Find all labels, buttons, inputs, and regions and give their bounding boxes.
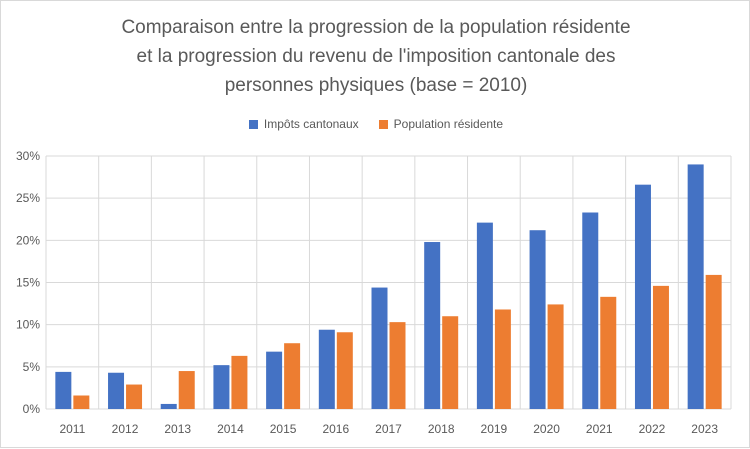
bar-population <box>547 304 564 409</box>
x-tick-label: 2021 <box>586 422 613 436</box>
legend-swatch-impots <box>248 119 258 129</box>
bar-population <box>73 395 90 409</box>
chart-title: Comparaison entre la progression de la p… <box>41 13 711 100</box>
bar-impots <box>529 230 546 409</box>
bar-impots <box>318 329 335 409</box>
legend-label-impots: Impôts cantonaux <box>263 117 359 131</box>
x-tick-label: 2022 <box>639 422 666 436</box>
bar-population <box>494 309 511 409</box>
bar-population <box>178 371 195 409</box>
x-tick-label: 2015 <box>270 422 297 436</box>
y-tick-label: 5% <box>23 360 41 374</box>
y-tick-label: 0% <box>23 402 41 416</box>
chart-title-line-3: personnes physiques (base = 2010) <box>224 75 528 96</box>
x-tick-label: 2012 <box>112 422 139 436</box>
y-tick-label: 20% <box>16 233 40 247</box>
bar-impots <box>55 371 72 409</box>
bar-population <box>336 332 353 409</box>
bar-population <box>389 322 406 409</box>
bar-impots <box>476 222 493 409</box>
x-tick-label: 2014 <box>217 422 244 436</box>
bar-impots <box>634 184 651 409</box>
legend-item-impots: Impôts cantonaux <box>248 117 359 131</box>
y-tick-label: 10% <box>16 318 40 332</box>
x-tick-label: 2020 <box>533 422 560 436</box>
y-tick-label: 15% <box>16 276 40 290</box>
bar-impots <box>266 351 283 409</box>
y-tick-label: 25% <box>16 191 40 205</box>
legend-label-population: Population résidente <box>393 117 504 131</box>
bar-population <box>705 274 722 409</box>
bar-impots <box>424 242 441 409</box>
bar-impots <box>687 164 704 409</box>
bar-impots <box>108 372 125 409</box>
bar-impots <box>213 365 230 409</box>
x-tick-label: 2013 <box>164 422 191 436</box>
legend-swatch-population <box>378 119 388 129</box>
bar-population <box>284 343 301 409</box>
x-tick-label: 2023 <box>691 422 718 436</box>
x-tick-label: 2017 <box>375 422 402 436</box>
legend-item-population: Population résidente <box>378 117 504 131</box>
bar-population <box>231 355 248 409</box>
bar-impots <box>371 287 388 409</box>
bar-impots <box>160 403 177 409</box>
chart-legend: Impôts cantonaux Population résidente <box>1 117 750 131</box>
chart-title-line-2: et la progression du revenu de l'imposit… <box>136 46 616 67</box>
bar-population <box>652 285 669 409</box>
bar-population <box>442 316 459 409</box>
x-tick-label: 2016 <box>322 422 349 436</box>
x-tick-label: 2011 <box>59 422 85 436</box>
bar-population <box>600 296 617 409</box>
chart-title-line-1: Comparaison entre la progression de la p… <box>121 17 631 38</box>
bar-impots <box>582 212 599 409</box>
y-tick-label: 30% <box>16 149 40 163</box>
x-tick-label: 2018 <box>428 422 455 436</box>
x-tick-label: 2019 <box>481 422 508 436</box>
bar-population <box>126 384 143 409</box>
